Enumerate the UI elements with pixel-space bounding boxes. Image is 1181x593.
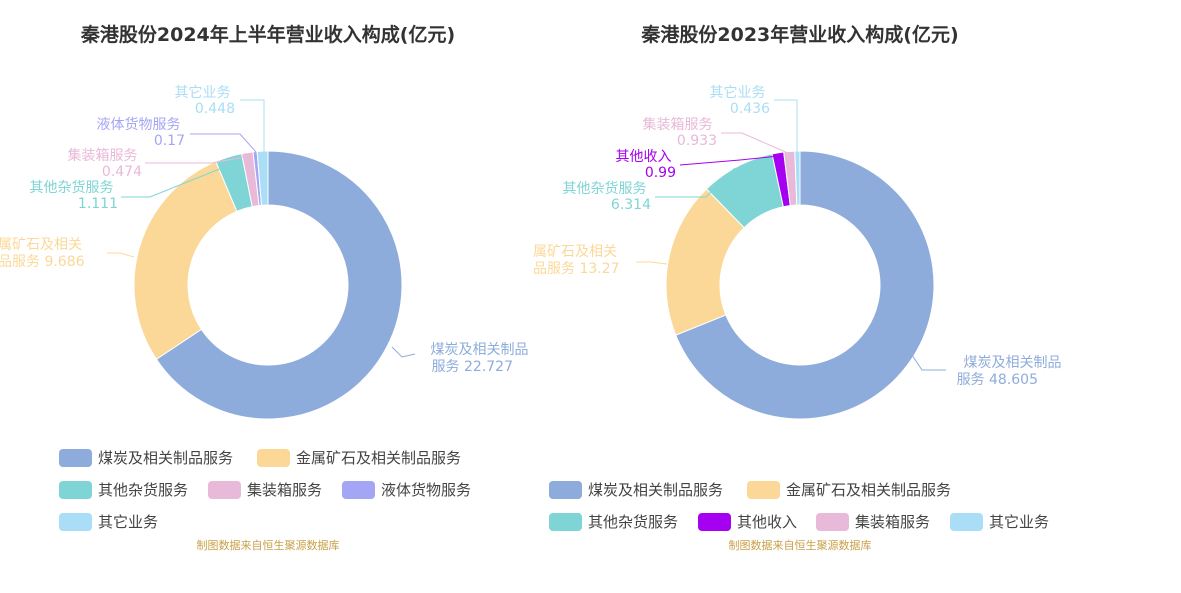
leader-line-2 (636, 261, 668, 265)
leader-line-6 (774, 99, 798, 152)
legend-swatch (549, 481, 582, 499)
data-label-coal: 煤炭及相关制品 服务 48.605 (957, 355, 1066, 388)
legend-item[interactable]: 液体货物服务 (342, 481, 471, 499)
leader-line-5 (721, 132, 791, 155)
legend-label: 其他收入 (737, 513, 797, 531)
chart-2024h1: 秦港股份2024年上半年营业收入构成(亿元) 煤炭及相关制品 服务 22.727… (0, 23, 533, 552)
donut-slices (133, 150, 403, 420)
data-label-general-cargo: 其他杂货服务 6.314 (563, 180, 652, 213)
legend-item[interactable]: 煤炭及相关制品服务 (549, 481, 723, 499)
donut-slice-1[interactable] (155, 150, 403, 420)
legend-swatch (816, 513, 849, 531)
chart-title: 秦港股份2023年营业收入构成(亿元) (640, 23, 958, 46)
legend-label: 集装箱服务 (247, 481, 322, 499)
donut-slice-2[interactable] (133, 160, 238, 360)
data-label-metal-ore: 属矿石及相关 品服务 13.27 (533, 244, 621, 277)
legend-label: 集装箱服务 (855, 513, 930, 531)
leader-line-2 (107, 252, 135, 258)
donut-slice-6[interactable] (256, 150, 269, 206)
legend-item[interactable]: 煤炭及相关制品服务 (59, 449, 233, 467)
donut-slice-1[interactable] (675, 150, 935, 420)
legend-swatch (257, 449, 290, 467)
data-label-container: 集装箱服务 0.933 (643, 116, 717, 149)
legend-label: 煤炭及相关制品服务 (588, 481, 723, 499)
legend-swatch (59, 449, 92, 467)
leader-line-1 (391, 346, 416, 358)
chart-2023: 秦港股份2023年营业收入构成(亿元) 煤炭及相关制品 服务 48.605 属矿… (533, 23, 1066, 552)
leader-line-3 (121, 167, 223, 198)
source-note: 制图数据来自恒生聚源数据库 (197, 538, 340, 552)
legend-swatch (59, 513, 92, 531)
leader-line-3 (655, 167, 736, 198)
label-leader-lines (636, 99, 946, 371)
legend-swatch (208, 481, 241, 499)
legend: 煤炭及相关制品服务 金属矿石及相关制品服务 其他杂货服务 集装箱服务 液体货物服… (59, 449, 471, 531)
data-label-other-business: 其它业务 0.448 (175, 84, 235, 117)
legend-label: 煤炭及相关制品服务 (98, 449, 233, 467)
donut-slices (665, 150, 935, 420)
legend-item[interactable]: 集装箱服务 (816, 513, 930, 531)
legend-label: 其它业务 (989, 513, 1049, 531)
legend-swatch (549, 513, 582, 531)
label-leader-lines (107, 99, 416, 358)
data-label-other-business: 其它业务 0.436 (710, 84, 771, 117)
data-label-coal: 煤炭及相关制品 服务 22.727 (431, 342, 533, 375)
legend-label: 液体货物服务 (381, 481, 471, 499)
legend-item[interactable]: 其它业务 (950, 513, 1049, 531)
data-label-container: 集装箱服务 0.474 (68, 147, 143, 180)
legend-item[interactable]: 其他杂货服务 (59, 481, 188, 499)
legend-label: 其他杂货服务 (588, 513, 678, 531)
legend-label: 金属矿石及相关制品服务 (786, 481, 951, 499)
data-label-other-income: 其他收入 0.99 (616, 149, 676, 181)
legend-swatch (59, 481, 92, 499)
leader-line-4 (145, 156, 245, 164)
legend-item[interactable]: 金属矿石及相关制品服务 (747, 481, 951, 499)
chart-title: 秦港股份2024年上半年营业收入构成(亿元) (80, 23, 455, 46)
legend-swatch (950, 513, 983, 531)
data-label-general-cargo: 其他杂货服务 1.111 (30, 179, 118, 212)
leader-line-1 (909, 351, 946, 371)
legend-swatch (342, 481, 375, 499)
legend-swatch (747, 481, 780, 499)
leader-line-5 (190, 133, 257, 153)
legend-label: 其它业务 (98, 513, 158, 531)
leader-line-6 (240, 99, 265, 152)
data-label-metal-ore: 属矿石及相关 品服务 9.686 (0, 237, 86, 270)
legend-label: 其他杂货服务 (98, 481, 188, 499)
legend-item[interactable]: 其它业务 (59, 513, 158, 531)
legend-label: 金属矿石及相关制品服务 (296, 449, 461, 467)
legend-item[interactable]: 金属矿石及相关制品服务 (257, 449, 461, 467)
legend-item[interactable]: 其他杂货服务 (549, 513, 678, 531)
source-note: 制图数据来自恒生聚源数据库 (729, 538, 872, 552)
legend: 煤炭及相关制品服务 金属矿石及相关制品服务 其他杂货服务 其他收入 集装箱服务 … (549, 481, 1049, 531)
legend-item[interactable]: 集装箱服务 (208, 481, 322, 499)
data-label-liquid-cargo: 液体货物服务 0.17 (97, 116, 185, 149)
legend-item[interactable]: 其他收入 (698, 513, 797, 531)
legend-swatch (698, 513, 731, 531)
leader-line-4 (679, 155, 780, 166)
